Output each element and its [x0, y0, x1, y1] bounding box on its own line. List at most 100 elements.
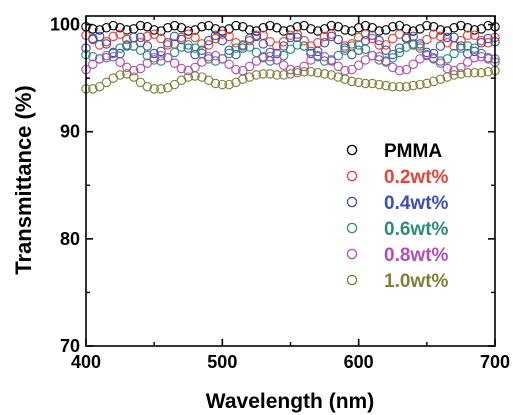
y-axis-label: Transmittance (%) [11, 85, 36, 275]
data-point [278, 36, 289, 47]
data-point [313, 68, 323, 78]
data-point [456, 20, 466, 31]
data-point [142, 58, 153, 68]
data-point [428, 76, 439, 87]
data-point [387, 49, 398, 60]
data-point [449, 70, 459, 80]
data-point [101, 50, 112, 61]
data-point [217, 79, 228, 90]
data-point [408, 59, 418, 69]
data-point [244, 61, 255, 72]
data-point [135, 63, 146, 74]
data-point [251, 70, 262, 80]
data-point [333, 50, 343, 61]
data-point [340, 45, 350, 56]
data-point [217, 35, 228, 46]
data-point [367, 50, 378, 61]
data-point [401, 64, 412, 75]
data-point [394, 65, 405, 76]
data-point [169, 58, 180, 68]
data-point [115, 29, 125, 39]
data-point [142, 31, 153, 42]
tick-labels: 400 500 600 700 70 80 90 100 [50, 15, 510, 372]
data-point [183, 72, 194, 82]
data-point [163, 53, 173, 63]
data-point [122, 34, 132, 45]
data-point [265, 69, 275, 79]
data-point [319, 51, 330, 62]
legend-label: 1.0wt% [384, 271, 449, 292]
series-1 [81, 20, 500, 36]
data-point [190, 43, 200, 53]
legend-label: 0.4wt% [384, 193, 449, 214]
data-point [469, 43, 480, 53]
data-point [244, 72, 255, 82]
data-point [108, 20, 119, 31]
legend-label: 0.2wt% [384, 167, 449, 188]
data-point [258, 69, 268, 79]
data-point [326, 56, 337, 66]
data-point [374, 26, 384, 36]
data-point [210, 56, 221, 66]
data-point [333, 34, 343, 45]
data-point [462, 23, 473, 33]
data-point [381, 40, 391, 50]
data-point [415, 43, 425, 53]
data-point [435, 31, 446, 42]
data-point [360, 78, 371, 89]
data-point [156, 46, 166, 57]
y-tick-label: 80 [60, 229, 80, 249]
data-point [428, 29, 439, 39]
data-point [381, 45, 391, 56]
data-point [449, 48, 459, 59]
data-point [456, 62, 466, 73]
data-point [142, 81, 153, 92]
data-point [319, 38, 330, 48]
data-point [224, 79, 234, 90]
data-point [238, 40, 248, 50]
data-point [367, 78, 378, 89]
data-point [347, 41, 357, 51]
data-point [210, 30, 221, 41]
data-point [469, 53, 480, 63]
data-point [456, 43, 466, 53]
data-point [224, 31, 234, 42]
data-point [415, 39, 425, 49]
data-point [258, 39, 268, 49]
data-point [217, 29, 228, 39]
data-point [149, 84, 159, 94]
legend-marker [346, 248, 358, 260]
data-point [360, 44, 371, 54]
data-point [142, 50, 153, 61]
data-point [203, 35, 214, 46]
data-point [122, 40, 132, 50]
data-point [476, 38, 487, 48]
data-point [333, 72, 343, 82]
data-point [462, 68, 473, 78]
data-point [353, 40, 364, 50]
data-point [115, 57, 125, 67]
data-point [231, 49, 241, 60]
data-point [115, 23, 125, 33]
data-point [101, 77, 112, 88]
data-point [183, 43, 194, 53]
y-tick-label: 70 [60, 336, 80, 356]
data-point [285, 32, 296, 43]
data-point [374, 40, 384, 50]
data-point [367, 30, 378, 41]
data-point [135, 45, 146, 56]
data-point [415, 79, 425, 90]
data-point [258, 23, 268, 33]
legend-marker [346, 144, 358, 156]
data-point [408, 80, 418, 91]
legend-marker [346, 222, 358, 234]
data-point [367, 33, 378, 44]
data-point [292, 32, 303, 43]
data-point [353, 23, 364, 33]
data-point [299, 41, 309, 51]
legend-label: PMMA [384, 141, 442, 162]
data-point [265, 20, 275, 31]
data-point [469, 46, 480, 57]
data-point [122, 25, 132, 35]
data-point [387, 53, 398, 63]
